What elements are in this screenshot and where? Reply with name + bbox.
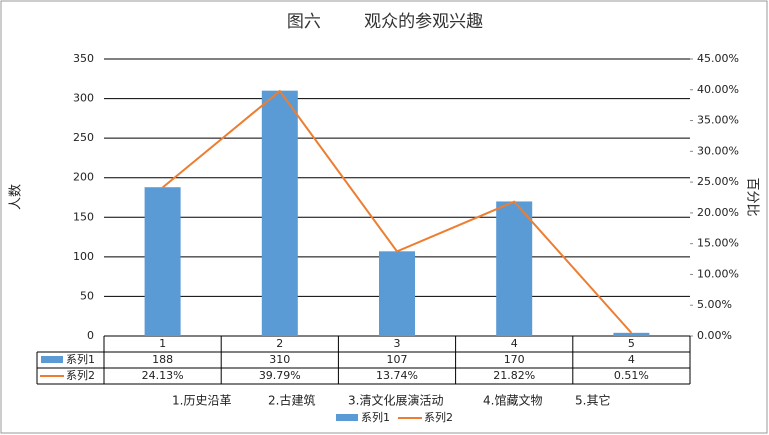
table-value: 4	[628, 353, 635, 366]
table-value: 13.74%	[376, 369, 418, 382]
y-tick-label: 0	[87, 329, 94, 342]
table-series-name: 系列1	[66, 352, 95, 366]
y2-tick-label: 10.00%	[697, 267, 739, 280]
bar	[261, 90, 298, 337]
category-note: 2.古建筑	[268, 393, 315, 408]
y2-tick-label: 30.00%	[697, 144, 739, 157]
y2-tick-label: 15.00%	[697, 237, 739, 250]
table-series-name: 系列2	[66, 368, 95, 382]
y2-tick-label: 20.00%	[697, 206, 739, 219]
y2-tick-label: 35.00%	[697, 114, 739, 127]
y2-axis-title: 百分比	[745, 177, 760, 216]
category-note: 3.清文化展演活动	[348, 393, 443, 408]
y-tick-label: 350	[73, 52, 94, 65]
y2-tick-label: 0.00%	[697, 329, 732, 342]
table-value: 39.79%	[259, 369, 301, 382]
bar	[496, 201, 533, 336]
y-tick-label: 50	[80, 289, 94, 302]
y2-tick-label: 5.00%	[697, 298, 732, 311]
x-tick-label: 2	[276, 337, 283, 350]
bar	[613, 332, 650, 336]
legend-label: 系列2	[424, 410, 453, 424]
x-tick-label: 4	[511, 337, 518, 350]
chart-title: 图六 观众的参观兴趣	[287, 12, 483, 32]
bar	[379, 251, 415, 336]
legend-swatch	[336, 414, 358, 421]
table-value: 170	[504, 353, 525, 366]
y-tick-label: 100	[73, 250, 94, 263]
category-note: 1.历史沿革	[172, 394, 231, 408]
y-tick-label: 250	[73, 131, 94, 144]
y2-tick-label: 25.00%	[697, 175, 739, 188]
table-value: 188	[152, 353, 173, 366]
bar	[144, 187, 181, 336]
y-tick-label: 200	[73, 171, 94, 184]
x-tick-label: 5	[628, 337, 635, 350]
y-tick-label: 300	[73, 92, 94, 105]
category-note: 4.馆藏文物	[483, 393, 542, 408]
y2-tick-label: 45.00%	[697, 52, 739, 65]
legend-label: 系列1	[361, 410, 390, 424]
table-value: 24.13%	[142, 369, 184, 382]
y-axis-title: 人数	[9, 184, 24, 210]
x-tick-label: 3	[394, 337, 401, 350]
y2-tick-label: 40.00%	[697, 83, 739, 96]
legend-swatch	[41, 356, 63, 363]
table-value: 0.51%	[614, 369, 649, 382]
line-series	[161, 89, 633, 334]
table-value: 21.82%	[493, 369, 535, 382]
category-note: 5.其它	[575, 393, 610, 408]
x-tick-label: 1	[159, 337, 166, 350]
y-tick-label: 150	[73, 210, 94, 223]
table-value: 107	[387, 353, 408, 366]
table-value: 310	[269, 353, 290, 366]
